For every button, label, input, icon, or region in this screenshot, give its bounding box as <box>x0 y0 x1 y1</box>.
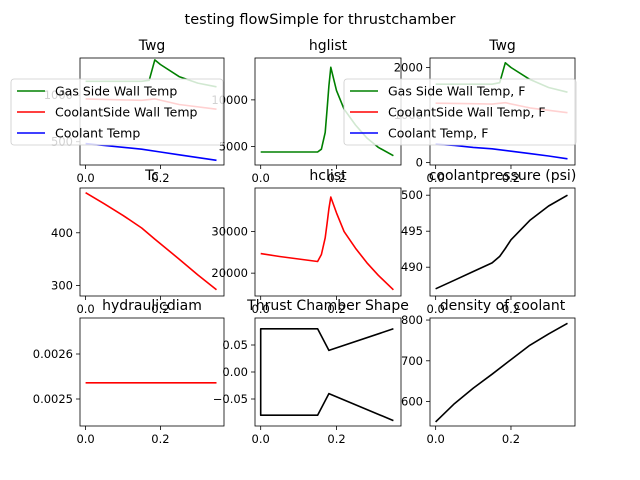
y-tick-label: 300 <box>51 278 73 292</box>
x-tick-label: 0.2 <box>327 432 345 446</box>
chart-title: Twg <box>488 38 516 54</box>
chart-title: Tc <box>144 168 159 184</box>
plot-frame <box>429 187 576 297</box>
x-tick-label: 0.0 <box>76 171 94 185</box>
y-tick-label: 800 <box>401 313 423 327</box>
y-tick-label: 5000 <box>219 139 248 153</box>
chart-title: hclist <box>309 168 347 184</box>
y-tick-label: 0.0026 <box>33 347 73 361</box>
legend-label: CoolantSide Wall Temp, F <box>388 105 546 120</box>
chart-tc: Tc 0.0 0.2 300 400 <box>51 168 225 316</box>
chart-title: hydraulicdiam <box>102 298 202 314</box>
x-tick-label: 0.0 <box>427 432 445 446</box>
axes-layer: Twg0.00.25001000hglist0.00.2500010000Twg… <box>10 38 577 446</box>
chart-title: Twg <box>138 38 166 54</box>
x-tick-label: 0.2 <box>502 432 520 446</box>
x-tick-label: 0.2 <box>327 302 345 316</box>
y-tick-label: 700 <box>401 354 423 368</box>
x-tick-label: 0.2 <box>502 302 520 316</box>
y-tick-label: 30000 <box>211 225 248 239</box>
chart-title: density of coolant <box>440 298 566 314</box>
y-tick-label: 500 <box>401 188 423 202</box>
x-tick-label: 0.2 <box>151 302 169 316</box>
chart-title: hglist <box>309 38 348 54</box>
legend-box <box>10 78 224 146</box>
chart-title: coolantpressure (psi) <box>429 168 577 184</box>
x-tick-label: 0.2 <box>327 171 345 185</box>
plot-frame <box>79 187 225 297</box>
series-line-1 <box>435 194 568 290</box>
legend-twg1: Gas Side Wall Temp CoolantSide Wall Temp C… <box>10 78 224 146</box>
y-tick-label: 495 <box>401 224 423 238</box>
plot-frame <box>254 187 402 297</box>
legend-box <box>343 78 577 146</box>
series-line-1 <box>85 192 217 291</box>
x-tick-label: 0.0 <box>76 432 94 446</box>
x-tick-label: 0.0 <box>252 171 270 185</box>
y-tick-label: 0.00 <box>222 365 248 379</box>
legend-label: Gas Side Wall Temp <box>55 84 177 99</box>
chart-hydraulicdiam: hydraulicdiam 0.0 0.2 0.0025 0.0026 <box>33 298 225 446</box>
x-tick-label: 0.0 <box>252 302 270 316</box>
series-line-1 <box>260 196 394 291</box>
legend-label: Gas Side Wall Temp, F <box>388 84 525 99</box>
series-line-1 <box>259 327 394 422</box>
x-tick-label: 0.2 <box>151 432 169 446</box>
y-tick-label: 0 <box>416 156 423 170</box>
y-tick-label: −0.05 <box>213 392 248 406</box>
y-tick-label: 400 <box>51 226 73 240</box>
series-line-1 <box>435 322 568 423</box>
chart-title: Thrust Chamber Shape <box>246 298 409 314</box>
legend-label: Coolant Temp, F <box>388 126 488 141</box>
chart-hclist: hclist 0.0 0.2 20000 30000 <box>211 168 402 316</box>
x-tick-label: 0.2 <box>502 171 520 185</box>
x-tick-label: 0.0 <box>427 171 445 185</box>
legend-label: CoolantSide Wall Temp <box>55 105 198 120</box>
x-tick-label: 0.2 <box>151 171 169 185</box>
plot-frame <box>429 317 576 427</box>
y-tick-label: 20000 <box>211 266 248 280</box>
x-tick-label: 0.0 <box>76 302 94 316</box>
y-tick-label: 0.0025 <box>33 392 73 406</box>
legend-label: Coolant Temp <box>55 126 140 141</box>
series-line-3 <box>85 142 217 162</box>
series-line-3 <box>435 143 568 160</box>
y-tick-label: 2000 <box>394 61 423 75</box>
plot-frame <box>254 317 402 427</box>
plot-frame <box>79 317 225 427</box>
figure-suptitle: testing flowSimple for thrustchamber <box>185 12 456 28</box>
y-tick-label: 600 <box>401 395 423 409</box>
legend-twgF: Gas Side Wall Temp, F CoolantSide Wall Te… <box>343 78 577 146</box>
y-tick-label: 490 <box>401 260 423 274</box>
x-tick-label: 0.0 <box>427 302 445 316</box>
x-tick-label: 0.0 <box>252 432 270 446</box>
y-tick-label: 0.05 <box>222 338 248 352</box>
